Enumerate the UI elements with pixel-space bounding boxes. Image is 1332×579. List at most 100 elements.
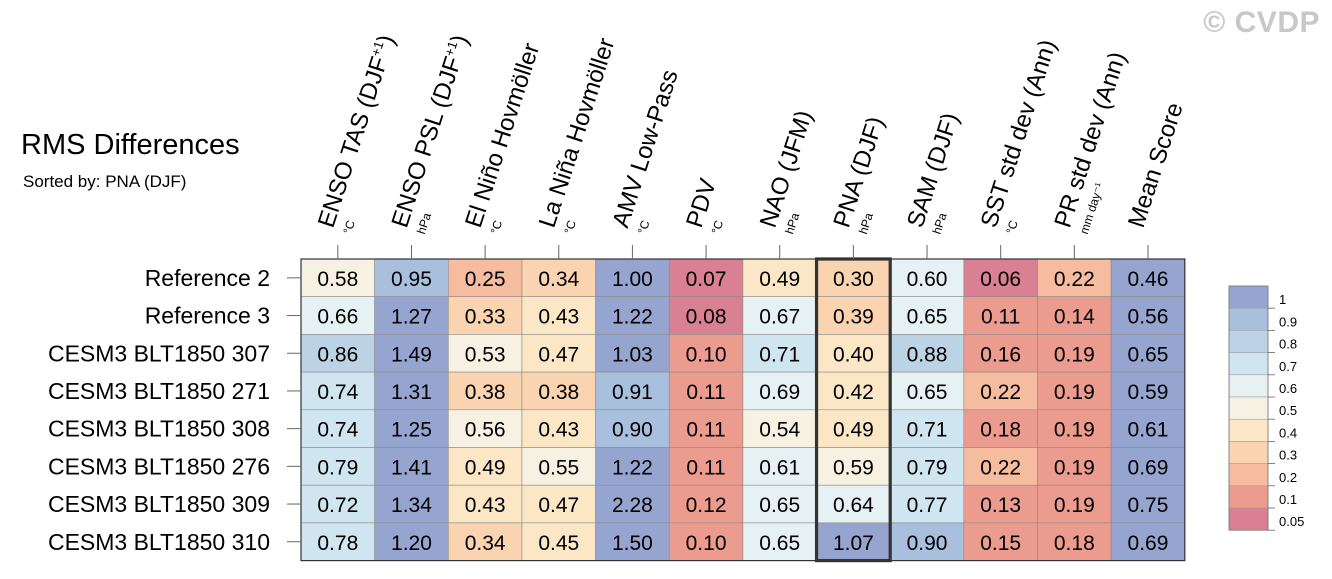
legend-swatch <box>1228 352 1269 376</box>
row-label: CESM3 BLT1850 276 <box>48 453 270 479</box>
cell-value: 0.61 <box>759 456 800 479</box>
heatmap-cell <box>742 296 817 335</box>
heatmap-cells: 0.58 0.95 0.25 0.34 1.00 0.07 0.49 0.30 0.60 0.06… <box>300 258 1186 561</box>
cell-value: 0.38 <box>538 381 579 404</box>
heatmap-cell <box>1110 258 1186 298</box>
cell-value: 0.71 <box>759 343 800 366</box>
cell-value: 0.49 <box>465 456 506 479</box>
cell-value: 0.77 <box>907 494 948 517</box>
cell-value: 0.19 <box>1054 419 1095 442</box>
heatmap-cell <box>668 334 744 373</box>
cell-value: 0.65 <box>1128 343 1169 366</box>
heatmap-cell <box>889 522 965 561</box>
cell-value: 1.03 <box>612 343 653 366</box>
cell-value: 0.42 <box>833 381 874 404</box>
cell-value: 0.19 <box>1054 381 1095 404</box>
heatmap-cell <box>447 484 523 524</box>
cell-value: 0.11 <box>981 306 1020 329</box>
heatmap-cell <box>1110 522 1186 561</box>
heatmap-cell <box>1037 522 1112 561</box>
heatmap-cell <box>595 296 670 335</box>
legend-swatch <box>1228 418 1269 442</box>
cell-value: 0.14 <box>1054 306 1095 329</box>
watermark: © CVDP <box>1203 6 1320 39</box>
row-label: CESM3 BLT1850 309 <box>48 491 270 517</box>
legend-label: 0.6 <box>1279 381 1297 396</box>
heatmap-cell <box>889 296 965 335</box>
cell-value: 0.71 <box>907 419 948 442</box>
heatmap-cell <box>374 258 449 298</box>
cell-value: 0.07 <box>686 268 727 291</box>
cell-value: 0.11 <box>686 419 725 442</box>
cell-value: 0.78 <box>317 532 358 555</box>
heatmap-cell <box>447 334 523 373</box>
column-unit: °C <box>709 218 727 235</box>
cell-value: 0.49 <box>759 268 800 291</box>
cell-value: 0.91 <box>612 381 653 404</box>
cell-value: 0.39 <box>833 306 874 329</box>
cell-value: 2.28 <box>612 494 653 517</box>
cell-value: 1.31 <box>391 381 432 404</box>
heatmap-cell <box>300 296 375 335</box>
cell-value: 0.74 <box>317 419 358 442</box>
cell-value: 0.54 <box>759 419 800 442</box>
cell-value: 0.47 <box>538 494 579 517</box>
heatmap-cell <box>447 296 523 335</box>
heatmap-cell <box>595 409 670 448</box>
cell-value: 0.69 <box>1128 532 1169 555</box>
heatmap-cell <box>816 447 891 486</box>
heatmap-cell <box>1110 484 1186 524</box>
cell-value: 0.18 <box>1054 532 1095 555</box>
cell-value: 0.43 <box>538 306 579 329</box>
cell-value: 0.18 <box>980 419 1021 442</box>
heatmap-cell <box>1110 334 1186 373</box>
cell-value: 0.90 <box>612 419 653 442</box>
cell-value: 0.38 <box>465 381 506 404</box>
cell-value: 0.59 <box>1128 381 1169 404</box>
cell-value: 0.25 <box>465 268 506 291</box>
column-label: ENSO TAS (DJF+1) <box>313 32 401 231</box>
heatmap-cell <box>447 371 523 411</box>
heatmap-cell <box>668 447 744 486</box>
cell-value: 0.66 <box>317 306 358 329</box>
heatmap-cell <box>521 334 596 373</box>
cell-value: 0.75 <box>1128 494 1169 517</box>
legend-colorbar: 1 0.9 0.8 0.7 0.6 0.5 0.4 0.3 0.2 0.1 0.05 <box>1228 285 1304 531</box>
heatmap-cell <box>963 484 1038 524</box>
heatmap-cell <box>668 409 744 448</box>
heatmap-cell <box>668 296 744 335</box>
cell-value: 0.79 <box>907 456 948 479</box>
legend-label: 0.9 <box>1279 314 1297 329</box>
legend-swatch <box>1228 441 1269 464</box>
cell-value: 0.95 <box>391 268 432 291</box>
row-label: CESM3 BLT1850 271 <box>48 378 270 404</box>
column-label: NAO (JFM) <box>755 107 818 231</box>
cell-value: 0.46 <box>1128 268 1169 291</box>
cell-value: 0.60 <box>907 268 948 291</box>
heatmap-cell <box>1110 409 1186 448</box>
column-label: El Niño Hovmöller <box>460 40 545 231</box>
cell-value: 0.30 <box>833 268 874 291</box>
cell-value: 0.58 <box>317 268 358 291</box>
legend-swatch <box>1228 307 1269 331</box>
cell-value: 0.90 <box>907 532 948 555</box>
legend-label: 0.8 <box>1279 337 1297 352</box>
cell-value: 0.61 <box>1128 419 1169 442</box>
cell-value: 1.25 <box>391 419 432 442</box>
heatmap-cell <box>1037 258 1112 298</box>
cell-value: 0.34 <box>465 532 506 555</box>
heatmap-cell <box>742 447 817 486</box>
cell-value: 0.56 <box>1128 306 1169 329</box>
cell-value: 0.72 <box>317 494 358 517</box>
heatmap-cell <box>1037 296 1112 335</box>
legend-label: 0.2 <box>1279 470 1297 485</box>
cell-value: 0.67 <box>759 306 800 329</box>
heatmap-cell <box>300 409 375 448</box>
column-label-group: NAO (JFM)hPa <box>755 107 818 236</box>
cell-value: 0.12 <box>686 494 727 517</box>
column-label-group: SAM (DJF)hPa <box>902 110 964 236</box>
cell-value: 0.19 <box>1054 343 1095 366</box>
heatmap-cell <box>521 522 596 561</box>
heatmap-cell <box>963 334 1038 373</box>
legend-swatch <box>1228 374 1269 398</box>
